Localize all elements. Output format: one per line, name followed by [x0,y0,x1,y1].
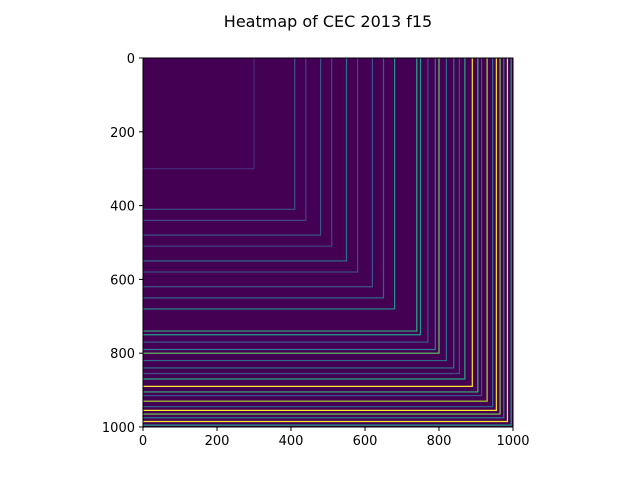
x-tick-label: 1000 [496,434,529,449]
plot-area [142,57,514,428]
y-tick-label: 0 [127,52,135,67]
heatmap-level-line [143,58,333,247]
heatmap-level-line [143,58,455,369]
heatmap-level-line [143,58,348,262]
y-tick-label: 1000 [102,421,135,436]
x-tick-label: 400 [279,434,304,449]
heatmap-level-line [143,58,307,221]
x-tick-label: 600 [353,434,378,449]
y-tick-label: 800 [110,347,135,362]
heatmap-level-line [143,58,359,273]
y-tick-label: 600 [110,273,135,288]
heatmap-level-line [143,58,322,236]
heatmap-level-line [143,58,509,423]
x-axis: 0 200 400 600 800 1000 [139,427,530,449]
heatmap-level-line [143,58,373,288]
x-tick-label: 0 [139,434,147,449]
heatmap-level-line [143,58,422,336]
heatmap-level-line [143,58,479,393]
heatmap-level-line [143,58,440,354]
chart-title: Heatmap of CEC 2013 f15 [224,12,432,31]
heatmap-level-line [143,58,396,310]
heatmap-level-line [143,58,429,343]
heatmap-level-line [143,58,447,362]
heatmap-level-line [143,58,501,415]
heatmap-background [143,58,513,427]
y-tick-label: 400 [110,200,135,215]
heatmap-level-line [143,58,505,419]
heatmap-level-line [143,58,473,388]
heatmap-level-line [143,58,497,411]
heatmap-level-line [143,58,418,332]
heatmap-level-line [143,58,460,375]
heatmap-level-line [143,58,436,351]
heatmap-lines [143,58,512,426]
heatmap-level-line [143,58,488,402]
heatmap-level-line [143,58,385,299]
heatmap-level-line [143,58,494,408]
plot-frame [142,57,514,428]
heatmap-level-line [143,58,483,397]
heatmap-level-line [143,58,512,426]
heatmap-level-line [143,58,255,170]
y-tick-label: 200 [110,126,135,141]
heatmap-level-line [143,58,466,380]
x-tick-label: 200 [205,434,230,449]
x-tick-label: 800 [427,434,452,449]
heatmap-level-line [143,58,296,210]
y-axis: 0 200 400 600 800 1000 [102,52,143,436]
